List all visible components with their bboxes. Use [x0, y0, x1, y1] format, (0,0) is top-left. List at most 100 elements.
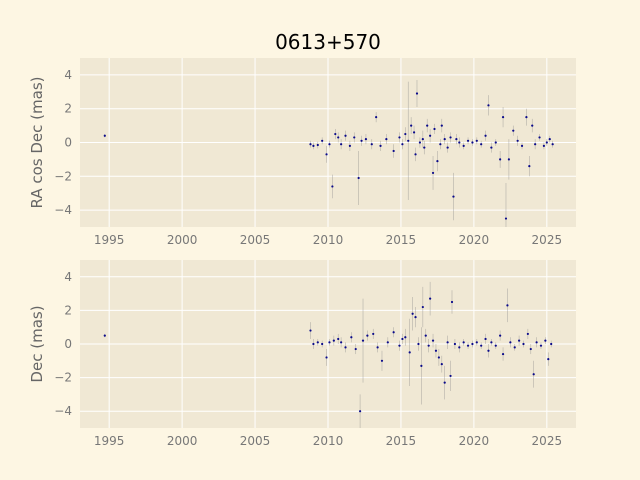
data-point-ra-65	[534, 143, 537, 146]
y-tick-label-dec-4: 4	[64, 270, 72, 284]
data-point-dec-11	[350, 336, 353, 339]
data-point-dec-4	[321, 342, 324, 346]
x-tick-label-dec-2: 2005	[240, 434, 271, 448]
y-tick-label-ra-2: 0	[64, 136, 72, 150]
data-point-dec-25	[411, 312, 414, 315]
data-point-ra-68	[545, 141, 548, 144]
data-point-dec-23	[404, 336, 407, 339]
y-axis-label-ra: RA cos Dec (mas)	[28, 77, 46, 209]
y-tick-label-dec-0: −4	[54, 404, 72, 418]
data-point-dec-60	[529, 347, 532, 351]
y-tick-label-ra-1: −2	[54, 169, 72, 183]
data-point-ra-25	[407, 139, 410, 142]
data-point-ra-12	[348, 144, 351, 147]
data-point-ra-69	[548, 138, 551, 141]
data-point-ra-31	[421, 138, 424, 141]
data-point-ra-43	[452, 195, 455, 198]
data-point-dec-45	[471, 342, 474, 346]
x-tick-label-ra-6: 2025	[532, 233, 563, 247]
y-tick-label-dec-1: −2	[54, 371, 72, 385]
data-point-dec-61	[532, 373, 535, 376]
data-point-ra-46	[462, 144, 465, 147]
ticks-ra: 1995 2000 2005 2010 2015 2020 2025 −4 −2 0 2 4	[54, 68, 562, 247]
data-point-dec-49	[487, 349, 490, 352]
data-point-ra-62	[525, 116, 528, 119]
data-point-ra-64	[531, 124, 534, 127]
data-point-ra-61	[520, 144, 524, 147]
data-point-ra-22	[398, 136, 401, 139]
data-point-ra-15	[360, 139, 363, 142]
data-point-dec-20	[392, 331, 395, 334]
data-point-ra-3	[316, 143, 319, 147]
data-point-ra-48	[471, 141, 474, 144]
points-dec	[103, 297, 553, 413]
data-point-ra-70	[551, 143, 554, 146]
data-point-dec-63	[539, 344, 543, 347]
data-point-ra-39	[440, 124, 443, 127]
data-point-ra-8	[334, 132, 337, 136]
data-point-dec-54	[506, 304, 509, 307]
x-tick-label-dec-5: 2020	[459, 434, 490, 448]
data-point-dec-16	[372, 332, 375, 336]
data-point-ra-55	[499, 158, 502, 161]
data-point-dec-32	[429, 297, 432, 300]
y-tick-label-ra-0: −4	[54, 203, 72, 217]
data-point-dec-58	[522, 342, 525, 346]
data-point-ra-50	[480, 143, 483, 146]
data-point-dec-39	[449, 374, 452, 378]
data-point-dec-31	[427, 344, 430, 347]
data-point-dec-64	[544, 339, 547, 342]
data-point-dec-27	[417, 342, 420, 346]
ticks-dec: 1995 2000 2005 2010 2015 2020 2025 −4 −2 0 2 4	[54, 270, 562, 448]
data-point-dec-62	[535, 341, 538, 344]
data-point-dec-38	[446, 341, 449, 344]
data-point-ra-53	[490, 146, 493, 149]
data-point-ra-36	[433, 127, 436, 131]
data-point-dec-6	[328, 341, 331, 344]
y-tick-label-ra-3: 2	[64, 102, 72, 116]
x-tick-label-dec-6: 2025	[532, 434, 563, 448]
data-point-dec-13	[358, 410, 362, 413]
data-point-ra-1	[309, 143, 312, 146]
data-point-dec-47	[480, 344, 483, 347]
data-point-ra-66	[538, 136, 541, 139]
grid-dec	[80, 260, 576, 428]
data-point-dec-55	[509, 341, 512, 344]
data-point-ra-35	[431, 171, 435, 175]
x-tick-label-dec-1: 2000	[167, 434, 198, 448]
data-point-dec-34	[434, 349, 438, 352]
data-point-dec-51	[494, 344, 497, 347]
data-point-ra-18	[375, 116, 378, 119]
data-point-ra-32	[423, 146, 426, 149]
data-point-dec-26	[414, 316, 417, 319]
data-point-ra-33	[426, 124, 429, 127]
data-point-ra-14	[357, 176, 360, 180]
data-point-dec-5	[325, 356, 328, 359]
data-point-dec-65	[547, 358, 550, 361]
x-tick-label-ra-4: 2015	[386, 233, 417, 247]
data-point-ra-45	[458, 141, 461, 144]
data-point-dec-22	[401, 337, 404, 341]
data-point-dec-44	[466, 344, 470, 347]
data-point-dec-9	[340, 341, 343, 344]
data-point-ra-23	[401, 143, 404, 146]
data-point-ra-67	[542, 144, 546, 147]
data-point-dec-50	[490, 341, 493, 344]
data-point-ra-42	[449, 136, 452, 139]
data-point-ra-30	[418, 141, 422, 144]
data-point-ra-58	[507, 158, 510, 161]
data-point-dec-10	[344, 346, 347, 349]
data-point-ra-4	[321, 139, 324, 142]
x-tick-label-ra-2: 2005	[240, 233, 271, 247]
data-point-dec-12	[354, 347, 357, 351]
data-point-ra-57	[504, 217, 508, 220]
data-point-ra-28	[414, 153, 417, 156]
data-point-ra-27	[412, 131, 416, 134]
y-tick-label-ra-4: 4	[64, 68, 72, 82]
data-point-dec-42	[458, 346, 461, 349]
data-point-ra-7	[331, 185, 334, 188]
data-point-dec-33	[431, 339, 435, 342]
data-point-ra-52	[487, 104, 490, 107]
data-point-ra-47	[466, 139, 470, 142]
data-point-dec-30	[424, 334, 427, 337]
